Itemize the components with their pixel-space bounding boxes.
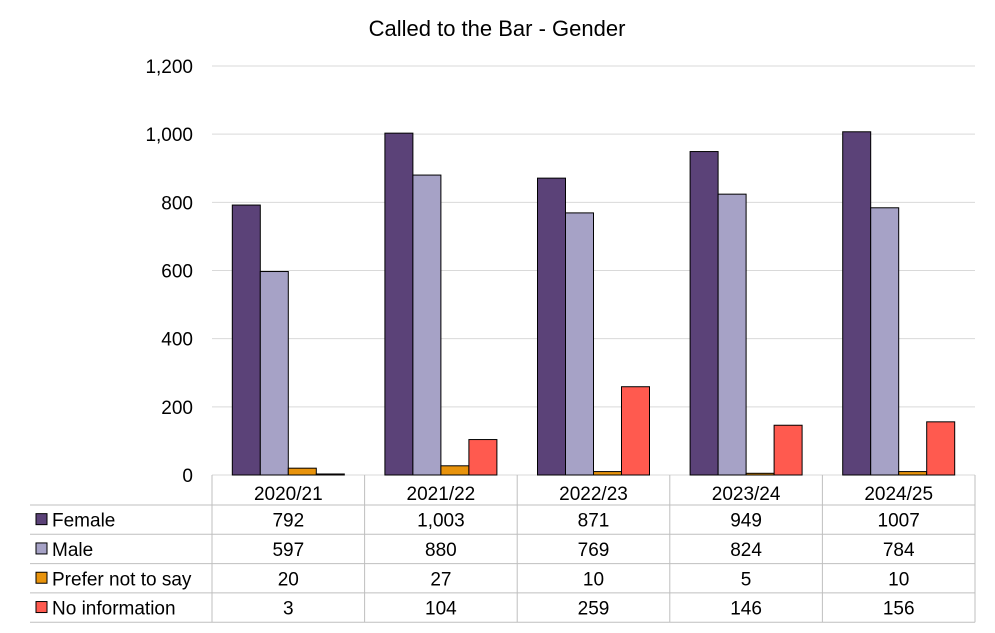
bar-prefer-not-to-say-2020-21: [287, 467, 317, 476]
bar-female-2024-25: [842, 131, 872, 476]
legend-key: [35, 542, 48, 555]
bar-no-information-2023-24: [773, 424, 803, 476]
y-axis-ticks: 0 200 400 600 800 1,000 1,200: [145, 57, 193, 487]
data-table-value: 5: [741, 569, 752, 590]
y-tick-label: 400: [161, 330, 193, 351]
legend-label: No information: [52, 599, 176, 620]
bar-male-2023-24: [717, 193, 747, 476]
data-table-value: 769: [578, 540, 610, 561]
bar-female-2023-24: [689, 151, 719, 476]
bar-male-2021-22: [412, 174, 442, 476]
data-table-value: 10: [888, 569, 909, 590]
legend-key: [35, 601, 48, 614]
data-table-value: 792: [272, 511, 304, 532]
bar-prefer-not-to-say-2021-22: [440, 465, 470, 476]
data-table-value: 27: [430, 569, 451, 590]
x-tick-label: 2020/21: [254, 484, 323, 505]
data-table-value: 871: [578, 511, 610, 532]
data-table-value: 3: [283, 599, 294, 620]
y-tick-label: 800: [161, 193, 193, 214]
bar-no-information-2021-22: [468, 439, 498, 476]
data-table-value: 10: [583, 569, 604, 590]
data-table-value: 104: [425, 599, 457, 620]
legend-label: Prefer not to say: [52, 569, 192, 590]
y-tick-label: 600: [161, 262, 193, 283]
data-table-value: 146: [730, 599, 762, 620]
legend-key: [35, 513, 48, 526]
data-table-value: 156: [883, 599, 915, 620]
bar-prefer-not-to-say-2023-24: [745, 472, 775, 476]
data-table-value: 949: [730, 511, 762, 532]
bar-prefer-not-to-say-2024-25: [898, 471, 928, 476]
x-tick-label: 2023/24: [712, 484, 781, 505]
bar-female-2020-21: [231, 204, 261, 476]
bar-male-2024-25: [870, 207, 900, 476]
chart-title: Called to the Bar - Gender: [369, 16, 626, 41]
y-tick-label: 200: [161, 398, 193, 419]
data-table-value: 20: [278, 569, 299, 590]
data-table-value: 824: [730, 540, 762, 561]
y-tick-label: 0: [182, 466, 193, 487]
bar-no-information-2020-21: [315, 473, 345, 476]
bar-female-2022-23: [537, 177, 566, 476]
data-table-value: 784: [883, 540, 915, 561]
x-tick-label: 2024/25: [864, 484, 933, 505]
x-tick-label: 2022/23: [559, 484, 628, 505]
data-table-value: 1,003: [417, 511, 465, 532]
data-table-value: 880: [425, 540, 457, 561]
data-table-value: 597: [272, 540, 304, 561]
legend-key: [35, 571, 48, 584]
legend-label: Female: [52, 511, 115, 532]
bar-no-information-2024-25: [926, 421, 956, 476]
legend-label: Male: [52, 540, 93, 561]
bar-male-2020-21: [259, 271, 289, 476]
y-tick-label: 1,000: [145, 125, 193, 146]
data-table: 2020/21 2021/22 2022/23 2023/24 2024/25 Femal…: [30, 475, 976, 623]
bar-female-2021-22: [384, 132, 414, 476]
bar-male-2022-23: [565, 212, 594, 476]
bars: [231, 131, 956, 476]
x-tick-label: 2021/22: [407, 484, 476, 505]
data-table-value: 1007: [878, 511, 920, 532]
y-tick-label: 1,200: [145, 57, 193, 78]
bar-no-information-2022-23: [621, 386, 650, 476]
data-table-value: 259: [578, 599, 610, 620]
bar-prefer-not-to-say-2022-23: [593, 471, 622, 476]
